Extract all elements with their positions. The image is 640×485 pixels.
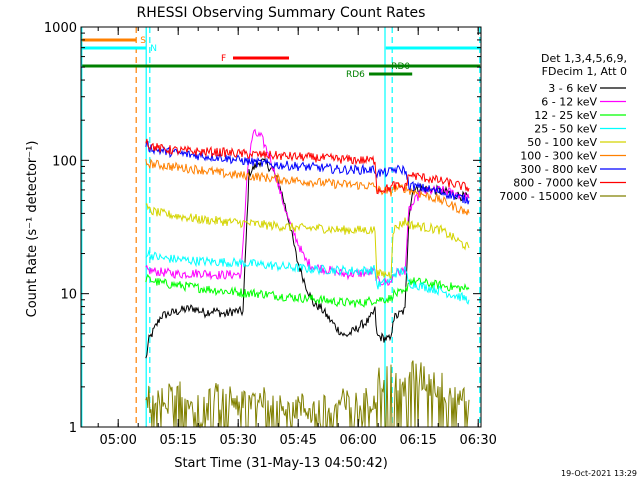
legend-entry-label-1: 6 - 12 keV xyxy=(541,96,597,109)
legend-entry-label-8: 7000 - 15000 keV xyxy=(499,190,597,203)
legend-entry-label-3: 25 - 50 keV xyxy=(534,123,597,136)
flag-label-0: S xyxy=(140,36,146,46)
legend-header-0: Det 1,3,4,5,6,9, xyxy=(541,52,627,65)
series-line-4 xyxy=(145,203,470,279)
x-tick-label-4: 06:00 xyxy=(339,433,376,448)
x-tick-label-6: 06:30 xyxy=(459,433,496,448)
flag-bars: SN F RD0 RD6 xyxy=(82,36,481,80)
y-tick-label-1: 10 xyxy=(60,288,77,303)
x-tick-label-1: 05:15 xyxy=(159,433,196,448)
legend-entry-label-2: 12 - 25 keV xyxy=(534,109,597,122)
flag-label-3: F xyxy=(221,54,226,64)
legend-entry-label-5: 100 - 300 keV xyxy=(520,150,597,163)
y-tick-label-3: 1000 xyxy=(44,21,77,36)
flag-label-1: N xyxy=(150,44,157,54)
timestamp: 19-Oct-2021 13:29 xyxy=(561,469,637,478)
chart-title: RHESSI Observing Summary Count Rates xyxy=(137,5,426,21)
series-line-7 xyxy=(145,138,470,195)
x-tick-label-5: 06:15 xyxy=(399,433,436,448)
flag-label-5: RD6 xyxy=(346,70,365,80)
axes: 05:00 05:15 05:30 05:45 06:00 06:15 06:30 1 10 10… xyxy=(44,21,497,448)
series-line-1 xyxy=(145,128,470,286)
series-line-5 xyxy=(145,158,470,216)
flag-label-4: RD0 xyxy=(391,62,410,72)
vertical-markers xyxy=(81,27,481,427)
series-line-3 xyxy=(145,249,470,305)
legend-entry-label-6: 300 - 800 keV xyxy=(520,163,597,176)
x-tick-label-0: 05:00 xyxy=(99,433,136,448)
y-tick-label-2: 100 xyxy=(52,154,77,169)
series-line-6 xyxy=(145,140,470,205)
series-line-2 xyxy=(145,273,470,308)
legend-entry-label-7: 800 - 7000 keV xyxy=(513,177,597,190)
legend-entry-label-0: 3 - 6 keV xyxy=(548,82,597,95)
legend-header-1: FDecim 1, Att 0 xyxy=(542,65,627,78)
x-tick-label-2: 05:30 xyxy=(219,433,256,448)
legend-entry-label-4: 50 - 100 keV xyxy=(527,136,597,149)
y-tick-label-0: 1 xyxy=(69,421,77,436)
plot-frame xyxy=(80,26,482,428)
legend: Det 1,3,4,5,6,9,FDecim 1, Att 0 3 - 6 keV… xyxy=(499,52,627,203)
y-axis-label: Count Rate (s⁻¹ detector⁻¹) xyxy=(25,141,40,318)
x-axis-label: Start Time (31-May-13 04:50:42) xyxy=(174,456,388,471)
x-tick-label-3: 05:45 xyxy=(279,433,316,448)
